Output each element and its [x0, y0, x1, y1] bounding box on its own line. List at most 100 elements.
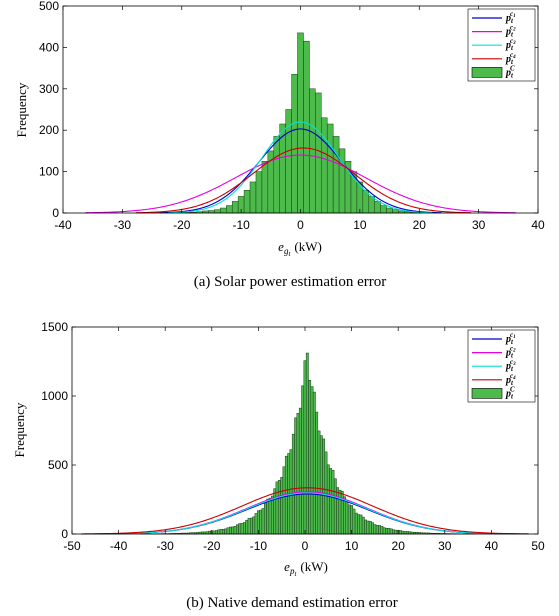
- hist-bar: [224, 528, 228, 535]
- hist-bar: [275, 481, 279, 535]
- hist-bar: [312, 391, 316, 535]
- hist-bar: [252, 516, 256, 535]
- hist-bar: [254, 513, 258, 535]
- legend-entry: ptc3: [505, 37, 516, 52]
- hist-bar: [392, 209, 399, 214]
- hist-bar: [386, 207, 393, 214]
- legend-entry: ptc3: [505, 358, 516, 373]
- hist-bar: [368, 520, 372, 535]
- hist-bar: [332, 136, 340, 214]
- hist-bar: [394, 529, 398, 535]
- hist-bar: [350, 505, 354, 535]
- y-tick-label: 300: [39, 82, 59, 96]
- hist-bar: [297, 32, 304, 214]
- hist-bar: [354, 512, 358, 535]
- y-tick-label: 400: [39, 40, 59, 54]
- x-tick-label: 0: [302, 539, 309, 553]
- hist-bar: [231, 526, 235, 535]
- x-axis-label-solar: egt (kW): [278, 239, 322, 258]
- caption-demand: (b) Native demand estimation error: [186, 595, 398, 611]
- hist-bar: [296, 413, 300, 535]
- y-tick-label: 100: [39, 165, 59, 179]
- hist-bar: [215, 530, 218, 535]
- hist-bar: [298, 407, 302, 535]
- fit-curves-solar: [85, 121, 516, 214]
- hist-bar: [308, 379, 312, 535]
- hist-bar: [305, 352, 309, 535]
- hist-bar: [229, 526, 232, 535]
- hist-bar: [247, 518, 251, 535]
- hist-bar: [347, 504, 351, 535]
- y-tick-label: 0: [52, 206, 59, 220]
- x-tick-label: -40: [54, 218, 72, 232]
- x-tick-label: -20: [203, 539, 221, 553]
- hist-bar: [266, 498, 270, 535]
- y-tick-label: 500: [48, 458, 68, 472]
- y-tick-label: 1500: [41, 320, 68, 334]
- x-tick-label: -10: [250, 539, 268, 553]
- hist-bar: [226, 527, 230, 535]
- hist-bar: [380, 205, 387, 214]
- y-axis-label-demand: Frequency: [12, 402, 27, 457]
- hist-bar: [220, 207, 227, 214]
- hist-bar: [378, 525, 381, 535]
- hist-bar: [294, 417, 298, 535]
- y-ticks-solar: 0 100 200 300 400 500: [39, 0, 538, 220]
- x-tick-label: 20: [413, 218, 427, 232]
- hist-bar: [291, 74, 298, 214]
- hist-bar: [319, 435, 323, 535]
- fit-curve: [85, 154, 516, 214]
- hist-bar: [329, 468, 333, 535]
- hist-bar: [282, 466, 286, 535]
- hist-bar: [331, 470, 335, 535]
- hist-bar: [309, 88, 316, 214]
- hist-bar: [366, 520, 370, 535]
- x-tick-label: 30: [472, 218, 486, 232]
- x-tick-label: -20: [173, 218, 191, 232]
- legend-swatch-bar: [471, 388, 503, 399]
- hist-bar: [273, 488, 277, 535]
- legend-entry: ptC: [505, 385, 515, 400]
- hist-bar: [333, 478, 337, 535]
- hist-bar: [375, 525, 379, 535]
- hist-bar: [359, 514, 363, 535]
- hist-bar: [392, 529, 395, 535]
- hist-bar: [343, 496, 347, 535]
- fit-curve: [168, 121, 433, 214]
- y-tick-label: 500: [39, 0, 59, 13]
- fit-curve: [159, 128, 442, 214]
- hist-bar: [336, 487, 340, 535]
- hist-bar: [212, 530, 216, 535]
- hist-bar: [387, 528, 391, 535]
- hist-bar: [238, 523, 242, 535]
- hist-bar: [352, 508, 356, 535]
- x-tick-label: -30: [157, 539, 175, 553]
- hist-bar: [249, 181, 257, 214]
- fit-curve: [135, 147, 472, 214]
- x-tick-label: -50: [63, 539, 81, 553]
- x-axis-label-demand: ept (kW): [284, 559, 328, 578]
- legend-entry: ptc1: [505, 331, 516, 346]
- x-tick-label: 40: [531, 218, 545, 232]
- hist-bar: [324, 451, 328, 535]
- hist-bar: [222, 529, 225, 535]
- caption-solar: (a) Solar power estimation error: [194, 274, 386, 290]
- hist-bar: [236, 524, 239, 535]
- x-tick-label: -40: [110, 539, 128, 553]
- hist-bar: [317, 430, 321, 535]
- hist-bar: [374, 201, 381, 214]
- x-tick-label: 0: [297, 218, 304, 232]
- legend-entry: ptc2: [505, 345, 516, 360]
- hist-bar: [261, 508, 265, 535]
- hist-bar: [280, 477, 284, 535]
- y-tick-label: 0: [61, 527, 68, 541]
- legend-entry: ptc4: [505, 51, 516, 66]
- hist-bar: [208, 530, 211, 535]
- hist-bar: [259, 509, 263, 535]
- legend-entry: ptC: [505, 64, 515, 79]
- hist-bar: [368, 196, 375, 214]
- y-tick-label: 1000: [41, 389, 68, 403]
- hist-bar: [219, 529, 223, 535]
- hist-bar: [345, 502, 349, 535]
